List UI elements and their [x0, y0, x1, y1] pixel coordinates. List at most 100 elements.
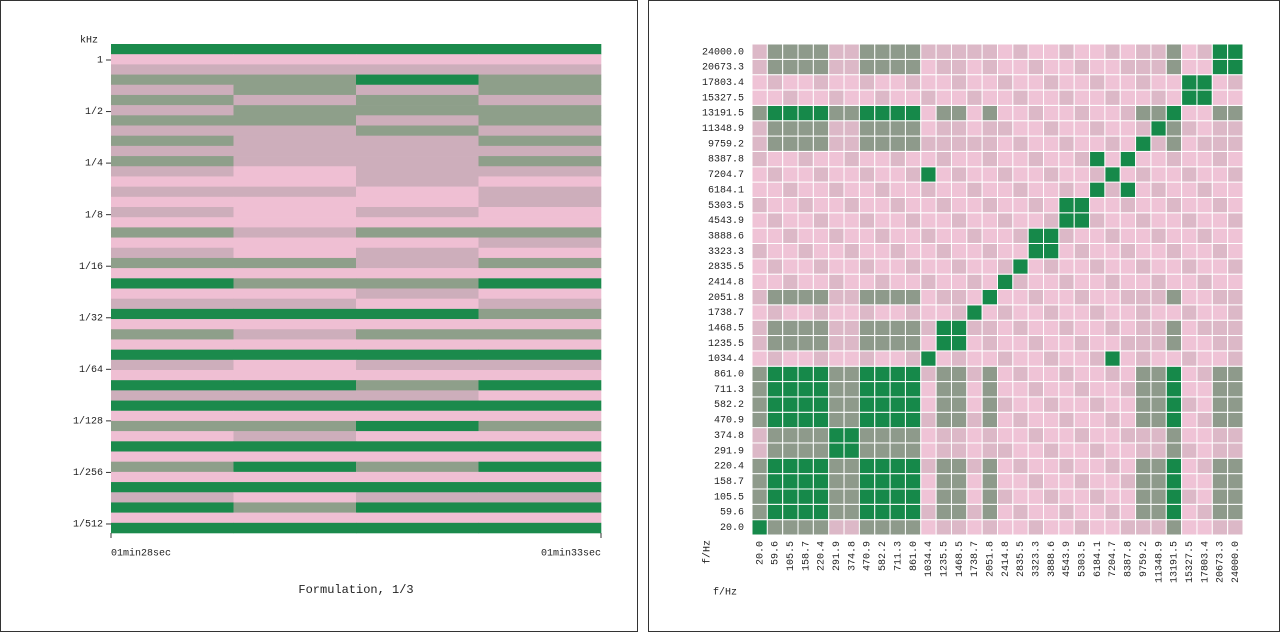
heatmap-cell	[890, 182, 905, 197]
spectrum-cell	[234, 502, 357, 512]
heatmap-cell	[767, 443, 782, 458]
heatmap-cell	[1028, 121, 1043, 136]
heatmap-cell	[1105, 182, 1120, 197]
heatmap-cell	[1212, 243, 1227, 258]
heatmap-cell	[1044, 59, 1059, 74]
heatmap-cell	[936, 412, 951, 427]
heatmap-cell	[1120, 489, 1135, 504]
heatmap-cell	[1212, 121, 1227, 136]
x-tick-label: 13191.5	[1170, 541, 1181, 583]
heatmap-cell	[1028, 167, 1043, 182]
heatmap-cell	[783, 412, 798, 427]
heatmap-cell	[1182, 412, 1197, 427]
heatmap-cell	[905, 182, 920, 197]
heatmap-cell	[829, 336, 844, 351]
heatmap-cell	[859, 305, 874, 320]
spectrum-cell	[234, 146, 357, 156]
heatmap-cell	[1028, 197, 1043, 212]
y-tick-label: 1/2	[85, 106, 103, 118]
heatmap-cell	[1028, 458, 1043, 473]
heatmap-cell	[1090, 105, 1105, 120]
heatmap-cell	[921, 489, 936, 504]
heatmap-cell	[921, 75, 936, 90]
heatmap-cell	[951, 397, 966, 412]
heatmap-cell	[1120, 213, 1135, 228]
spectrum-cell	[479, 523, 602, 533]
heatmap-cell	[998, 305, 1013, 320]
spectrum-cell	[111, 238, 234, 248]
heatmap-cell	[1151, 305, 1166, 320]
heatmap-cell	[1044, 397, 1059, 412]
x-tick-label: 582.2	[878, 541, 889, 571]
spectrum-cell	[111, 502, 234, 512]
spectrum-cell	[234, 156, 357, 166]
x-tick-label: 9759.2	[1139, 541, 1150, 577]
heatmap-cell	[1197, 320, 1212, 335]
spectrum-cell	[111, 482, 234, 492]
heatmap-cell	[1212, 412, 1227, 427]
heatmap-cell	[1059, 90, 1074, 105]
spectrum-cell	[479, 472, 602, 482]
heatmap-cell	[1074, 213, 1089, 228]
heatmap-cell	[1228, 474, 1243, 489]
heatmap-cell	[813, 105, 828, 120]
heatmap-cell	[1105, 412, 1120, 427]
spectrum-cell	[479, 105, 602, 115]
heatmap-cell	[998, 259, 1013, 274]
heatmap-cell	[1166, 90, 1181, 105]
spectrum-cell	[111, 126, 234, 136]
heatmap-cell	[1197, 228, 1212, 243]
spectrum-cell	[356, 452, 479, 462]
spectrum-cell	[111, 258, 234, 268]
heatmap-cell	[890, 243, 905, 258]
spectrum-cell	[479, 502, 602, 512]
heatmap-cell	[998, 167, 1013, 182]
heatmap-cell	[1136, 489, 1151, 504]
heatmap-cell	[1044, 182, 1059, 197]
heatmap-cell	[890, 336, 905, 351]
heatmap-cell	[783, 136, 798, 151]
heatmap-cell	[813, 397, 828, 412]
heatmap-cell	[1151, 474, 1166, 489]
heatmap-cell	[767, 136, 782, 151]
spectrum-cell	[234, 75, 357, 85]
x-tick-label: 20.0	[755, 541, 766, 565]
heatmap-cell	[1166, 44, 1181, 59]
spectrum-cell	[479, 85, 602, 95]
heatmap-cell	[1197, 105, 1212, 120]
heatmap-cell	[1074, 305, 1089, 320]
spectrum-cell	[111, 289, 234, 299]
heatmap-cell	[890, 213, 905, 228]
heatmap-cell	[783, 90, 798, 105]
heatmap-cell	[982, 59, 997, 74]
spectrum-cell	[111, 75, 234, 85]
heatmap-cell	[798, 320, 813, 335]
spectrum-cell	[111, 421, 234, 431]
heatmap-cell	[998, 105, 1013, 120]
spectrum-cell	[479, 136, 602, 146]
heatmap-cell	[967, 290, 982, 305]
heatmap-cell	[1028, 59, 1043, 74]
heatmap-cell	[905, 243, 920, 258]
heatmap-cell	[1044, 213, 1059, 228]
heatmap-cell	[1105, 397, 1120, 412]
heatmap-cell	[859, 474, 874, 489]
heatmap-cell	[1182, 121, 1197, 136]
heatmap-cell	[951, 75, 966, 90]
heatmap-cell	[890, 320, 905, 335]
spectrum-cell	[479, 64, 602, 74]
heatmap-cell	[859, 44, 874, 59]
heatmap-cell	[1182, 59, 1197, 74]
heatmap-cell	[1044, 320, 1059, 335]
heatmap-cell	[1105, 320, 1120, 335]
heatmap-cell	[921, 213, 936, 228]
heatmap-cell	[752, 382, 767, 397]
heatmap-cell	[859, 167, 874, 182]
heatmap-cell	[1059, 458, 1074, 473]
heatmap-cell	[951, 290, 966, 305]
heatmap-cell	[905, 443, 920, 458]
heatmap-cell	[1090, 197, 1105, 212]
x-tick-label: 158.7	[801, 541, 812, 571]
heatmap-cell	[829, 351, 844, 366]
spectrum-cell	[111, 350, 234, 360]
